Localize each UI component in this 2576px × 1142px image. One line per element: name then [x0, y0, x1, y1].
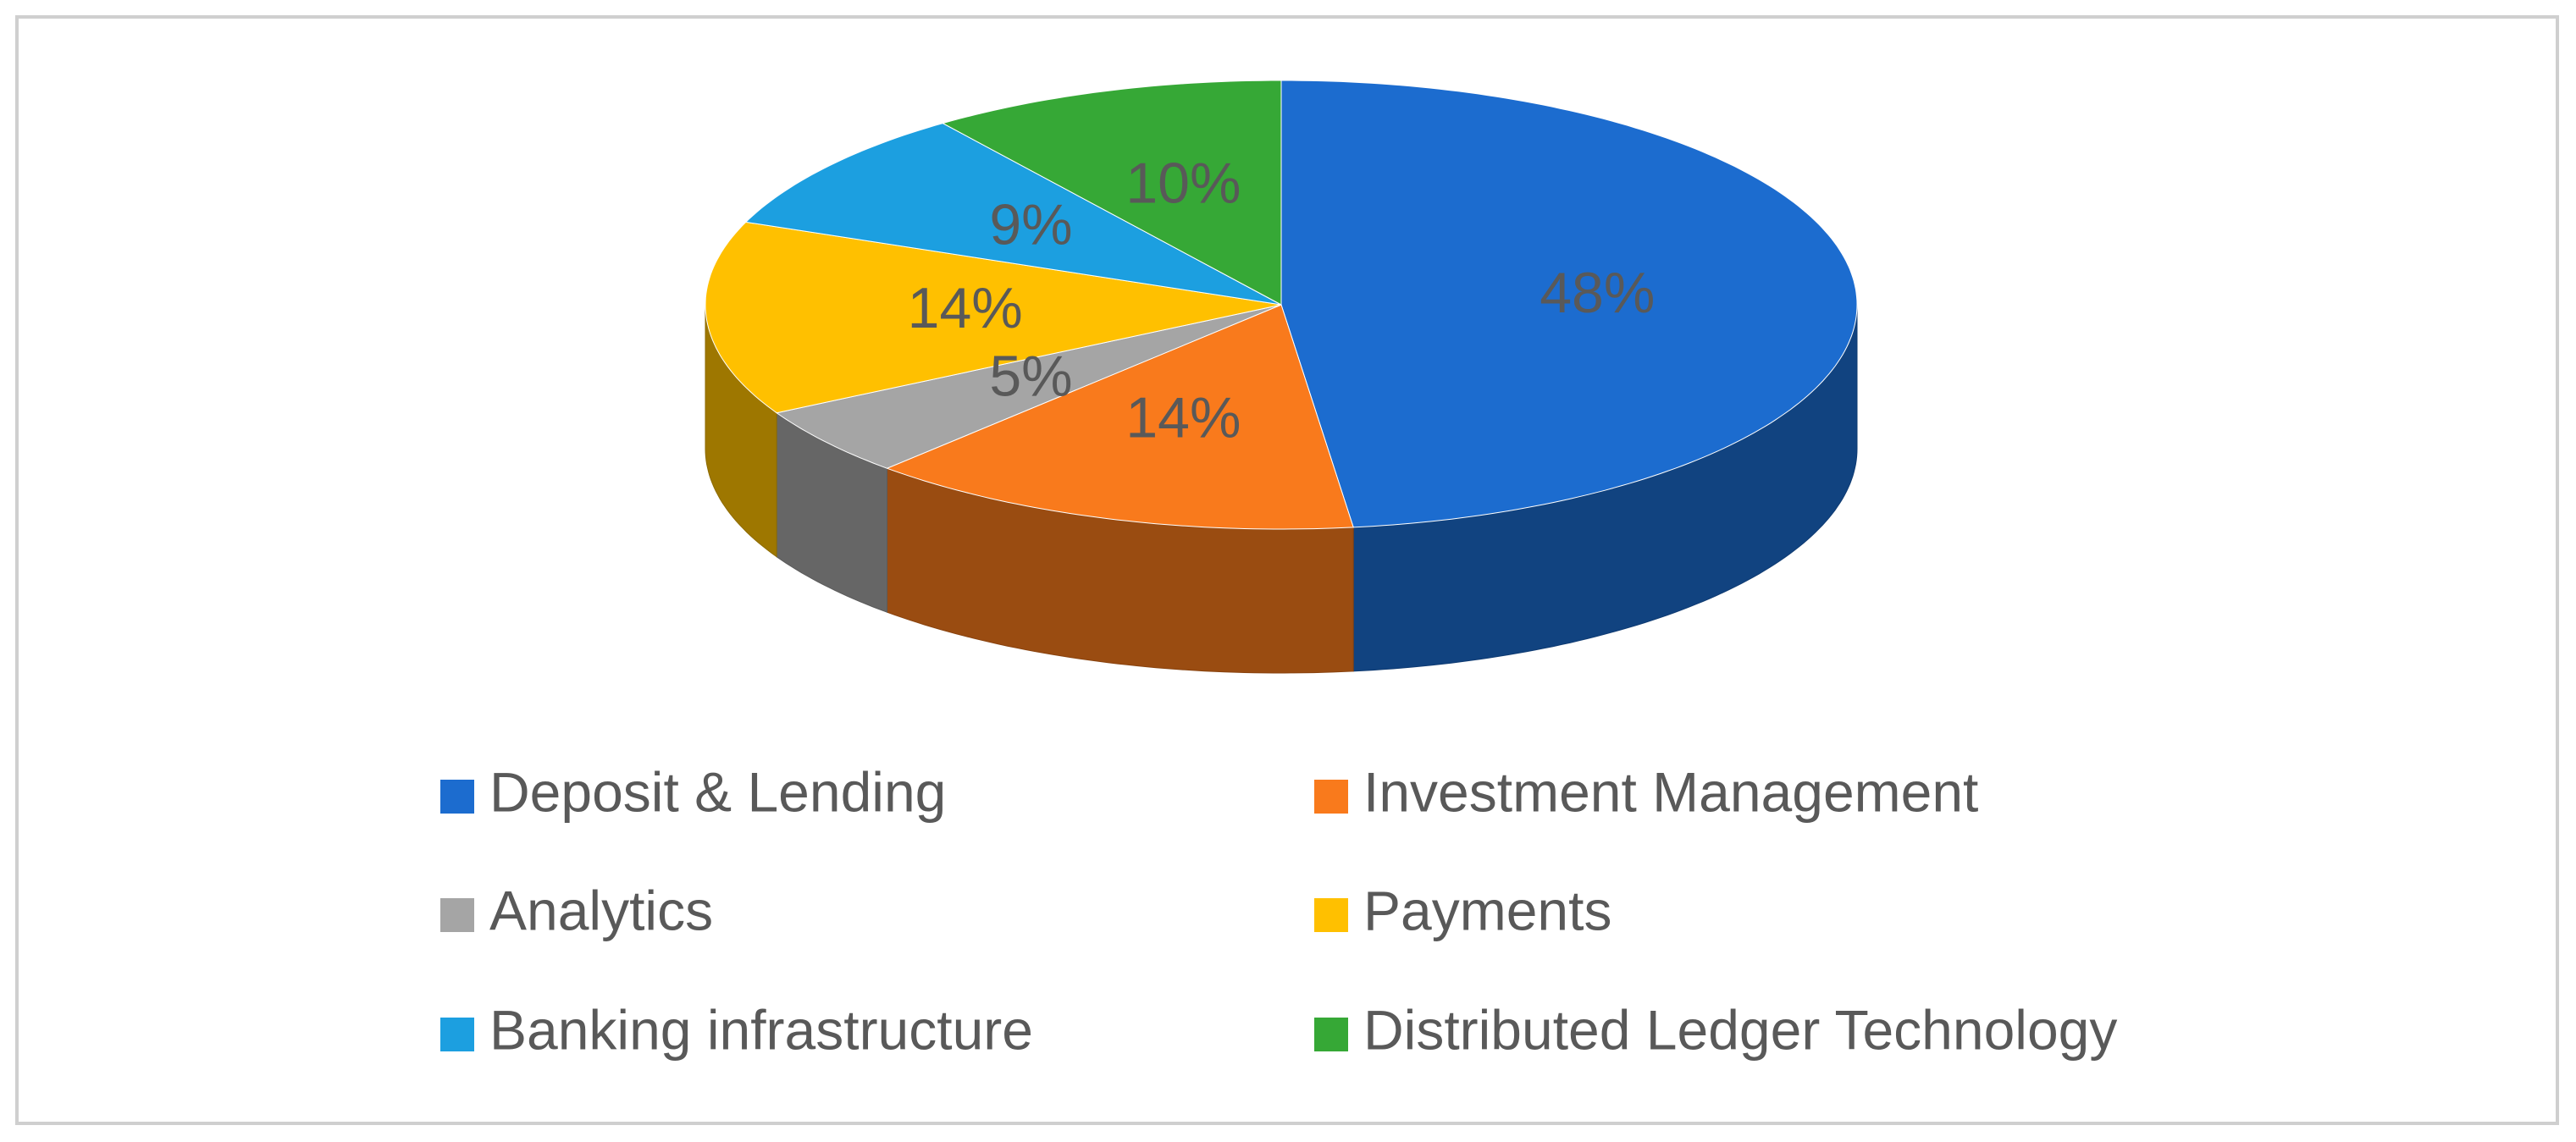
legend-label: Banking infrastructure: [489, 998, 1033, 1061]
legend-swatch: [440, 898, 474, 932]
slice: [941, 80, 1282, 306]
legend: Deposit & Lending Investment Management An…: [440, 760, 2117, 1061]
slice: [744, 123, 1282, 306]
pie-tops: [705, 80, 1858, 530]
slice: [705, 221, 1282, 414]
data-labels: 48%14%5%14%9%10%: [908, 151, 1656, 450]
data-label: 48%: [1540, 261, 1655, 325]
legend-swatch: [1314, 898, 1348, 932]
data-label: 14%: [1125, 386, 1241, 450]
legend-swatch: [1314, 1018, 1348, 1051]
legend-swatch: [440, 1018, 474, 1051]
legend-label: Distributed Ledger Technology: [1363, 998, 2117, 1061]
slice: [1280, 80, 1858, 528]
slice: [775, 304, 1282, 469]
legend-swatch: [1314, 780, 1348, 814]
legend-label: Investment Management: [1363, 760, 1978, 823]
legend-label: Analytics: [489, 879, 713, 941]
slice: [886, 304, 1354, 530]
legend-label: Deposit & Lending: [489, 760, 946, 823]
data-label: 14%: [908, 276, 1023, 340]
data-label: 9%: [989, 193, 1072, 257]
legend-swatch: [440, 780, 474, 814]
data-label: 5%: [989, 344, 1072, 408]
legend-label: Payments: [1363, 879, 1611, 941]
data-label: 10%: [1125, 151, 1241, 215]
